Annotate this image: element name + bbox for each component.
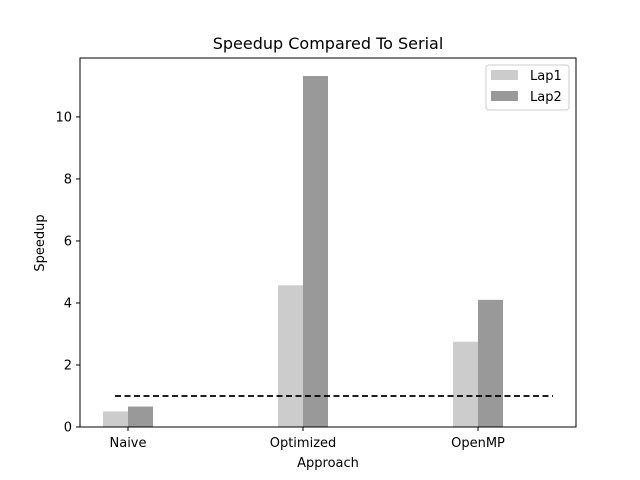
legend-label-lap1: Lap1 [530, 69, 562, 84]
y-axis-label: Speedup [33, 214, 48, 271]
legend-label-lap2: Lap2 [530, 90, 562, 105]
bar-lap1-openmp [453, 341, 478, 427]
bar-lap2-openmp [478, 299, 503, 427]
plot-area: 0 2 4 6 8 10 Naive Optimized OpenMP [55, 57, 577, 451]
y-tick-label: 4 [64, 296, 72, 311]
legend-swatch-lap1 [491, 70, 518, 80]
x-tick-label: OpenMP [451, 436, 505, 451]
bar-lap2-naive [128, 406, 153, 427]
y-tick-label: 2 [64, 358, 72, 373]
y-tick-label: 10 [55, 110, 72, 125]
bar-lap1-naive [103, 411, 128, 427]
x-tick-label: Optimized [270, 436, 337, 451]
x-axis-label: Approach [297, 456, 359, 471]
y-tick-label: 0 [64, 421, 72, 436]
y-tick-label: 6 [64, 234, 72, 249]
bar-lap2-optimized [303, 75, 328, 428]
legend-swatch-lap2 [491, 91, 518, 101]
y-tick-label: 8 [64, 172, 72, 187]
axes-frame [79, 57, 577, 428]
chart-title: Speedup Compared To Serial [213, 34, 444, 53]
x-tick-label: Naive [110, 436, 147, 451]
bar-lap1-optimized [278, 285, 303, 427]
legend: Lap1 Lap2 [485, 64, 570, 111]
